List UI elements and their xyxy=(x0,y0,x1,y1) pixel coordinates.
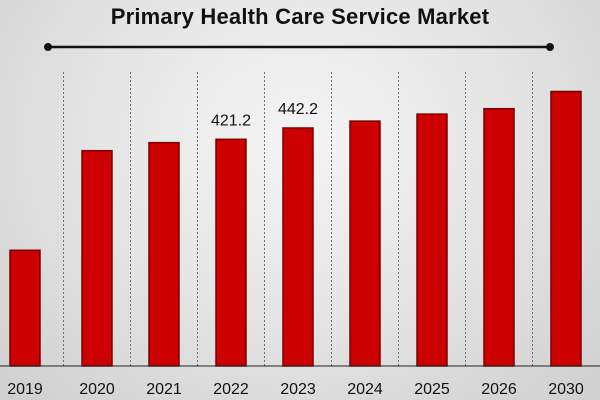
x-tick-label-2025: 2025 xyxy=(414,381,450,398)
x-tick-label-2020: 2020 xyxy=(79,381,115,398)
bar-2022 xyxy=(215,138,247,367)
bar-2021 xyxy=(148,141,180,367)
x-tick-label-2022: 2022 xyxy=(213,381,249,398)
chart-title: Primary Health Care Service Market xyxy=(110,4,490,29)
value-labels: 421.2 442.2 xyxy=(211,101,318,129)
x-tick-label-2024: 2024 xyxy=(347,381,383,398)
bars xyxy=(9,90,582,367)
value-label-2023: 442.2 xyxy=(278,101,318,118)
x-tick-label-2019: 2019 xyxy=(7,381,43,398)
bar-2019 xyxy=(9,249,41,367)
gridlines xyxy=(63,72,533,366)
bar-2025 xyxy=(416,113,448,367)
title-underline xyxy=(44,43,554,51)
bar-2020 xyxy=(81,149,113,367)
bar-2023 xyxy=(282,127,314,367)
bar-2026 xyxy=(483,107,515,367)
bar-2030 xyxy=(550,90,582,367)
value-label-2022: 421.2 xyxy=(211,112,251,129)
x-tick-label-2026: 2026 xyxy=(481,381,517,398)
x-tick-label-2030: 2030 xyxy=(548,381,584,398)
x-tick-labels: 2019 2020 2021 2022 2023 2024 2025 2026 2030 xyxy=(7,381,584,398)
x-tick-label-2023: 2023 xyxy=(280,381,316,398)
bar-2024 xyxy=(349,120,381,367)
x-tick-label-2021: 2021 xyxy=(146,381,182,398)
